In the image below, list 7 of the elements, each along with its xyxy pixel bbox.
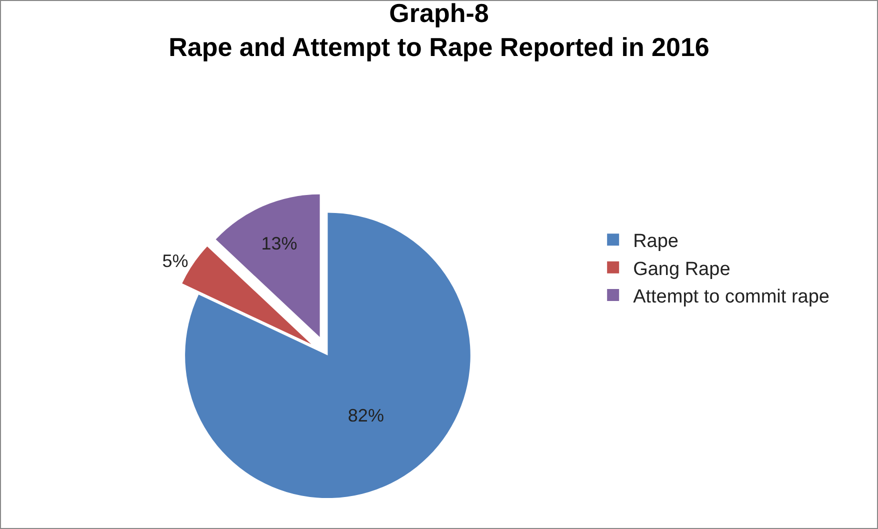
chart-title: Graph-8 Rape and Attempt to Rape Reported in 2016 [168,0,710,62]
data-label: 5% [162,250,188,271]
legend-label: Gang Rape [633,258,730,280]
data-label: 82% [348,406,384,426]
data-label: 13% [261,233,298,254]
legend-label: Attempt to commit rape [633,286,830,308]
legend-label: Rape [633,231,678,252]
